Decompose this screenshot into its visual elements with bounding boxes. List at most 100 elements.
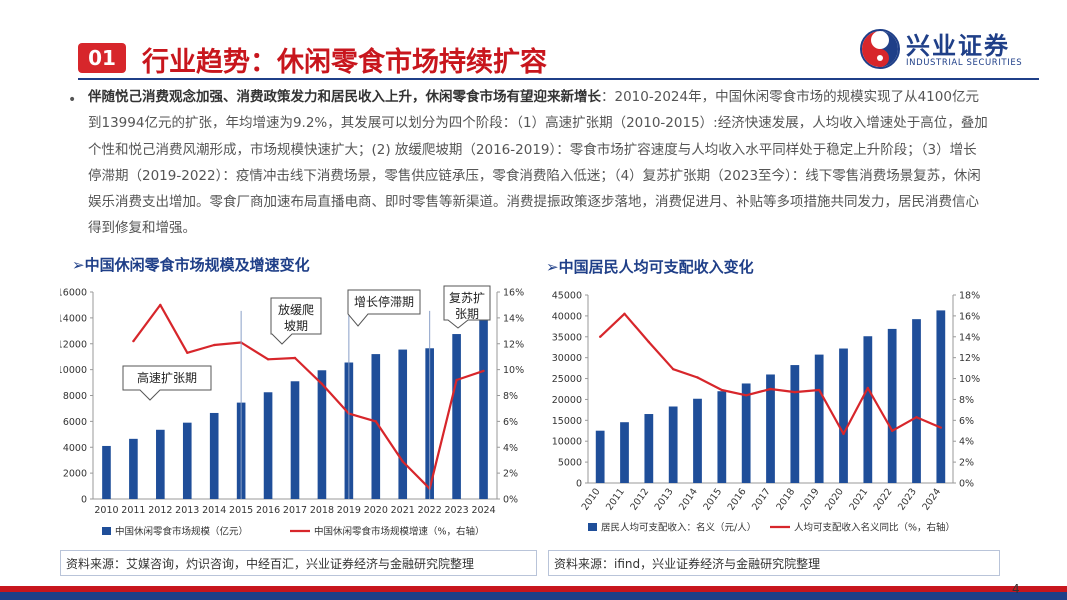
line-point-2022 (890, 429, 894, 432)
line-point-2012 (647, 340, 651, 344)
left-chart-title: ➢中国休闲零食市场规模及增速变化 (72, 256, 310, 274)
x-tick-label: 2021 (847, 486, 870, 512)
y-right-tick-label: 10% (959, 374, 980, 385)
line-point-2018 (793, 390, 797, 394)
page-number: 4 (1012, 582, 1020, 596)
x-tick-label: 2017 (283, 505, 307, 516)
line-point-2019 (817, 388, 821, 392)
x-tick-label: 2024 (471, 505, 495, 516)
y-left-tick-label: 0 (81, 495, 87, 506)
footer-blue-band (0, 592, 1067, 600)
line-point-2021 (401, 460, 404, 463)
bar-2011 (620, 422, 629, 483)
line-point-2015 (720, 388, 724, 392)
bar-2024 (479, 317, 488, 499)
phase-callout-rapid-box (122, 365, 212, 401)
line-point-2018 (320, 382, 324, 386)
bar-2016 (741, 383, 751, 483)
bar-2011 (129, 438, 138, 499)
bar-2019 (814, 354, 824, 483)
line-point-2013 (671, 367, 675, 371)
x-tick-label: 2012 (628, 486, 651, 512)
x-tick-label: 2020 (364, 505, 388, 516)
logo-swirl-icon (860, 29, 900, 69)
bar-2017 (766, 374, 775, 483)
logo-text-cn: 兴业证券 (906, 32, 1010, 60)
x-tick-label: 2011 (604, 486, 627, 512)
y-left-tick-label: 16000 (60, 288, 87, 299)
x-tick-label: 2010 (580, 486, 603, 512)
y-left-tick-label: 35000 (552, 332, 582, 343)
phase-callout-rapid-label: 高速扩张期 (137, 370, 197, 385)
line-point-2023 (915, 416, 918, 419)
line-point-2021 (866, 386, 870, 390)
x-tick-label: 2021 (391, 505, 415, 516)
page-title: 行业趋势：休闲零食市场持续扩容 (142, 47, 547, 78)
x-tick-label: 2023 (896, 486, 919, 512)
phase-callout-slowdown-label: 坡期 (284, 319, 308, 333)
legend-bar-label: 居民人均可支配收入：名义（元/人） (601, 522, 756, 534)
bullet-dot-icon: • (68, 92, 77, 108)
line-point-2016 (266, 358, 270, 361)
y-left-tick-label: 2000 (63, 469, 87, 480)
y-right-tick-label: 12% (959, 353, 980, 364)
bar-2017 (290, 381, 300, 499)
y-right-tick-label: 6% (503, 417, 518, 428)
legend-bar-swatch (588, 523, 597, 531)
x-tick-label: 2014 (677, 486, 700, 512)
legend-line-label: 人均可支配收入名义同比（%，右轴） (794, 522, 955, 534)
x-tick-label: 2020 (823, 486, 846, 512)
x-tick-label: 2010 (94, 505, 118, 516)
y-left-tick-label: 25000 (552, 374, 582, 385)
x-tick-label: 2022 (872, 486, 895, 512)
y-right-tick-label: 2% (503, 469, 518, 480)
line-point-2012 (159, 303, 162, 307)
x-tick-label: 2024 (920, 486, 943, 512)
phase-callout-recovery-box (443, 285, 491, 329)
y-left-tick-label: 4000 (63, 443, 87, 454)
x-tick-label: 2015 (701, 486, 724, 512)
bar-2010 (102, 445, 111, 499)
bar-2020 (839, 348, 848, 483)
line-point-2020 (374, 420, 377, 423)
bar-2016 (263, 392, 273, 499)
phase-callout-slowdown: 放缓爬坡期 (270, 297, 322, 345)
y-left-tick-label: 5000 (558, 458, 582, 469)
phase-callout-stagnation-box (347, 289, 421, 327)
bar-2023 (912, 319, 921, 483)
y-left-tick-label: 14000 (60, 313, 87, 324)
bar-2024 (936, 310, 946, 483)
y-right-tick-label: 14% (959, 332, 980, 343)
line-point-2017 (293, 356, 297, 360)
y-right-tick-label: 2% (959, 458, 974, 469)
phase-callout-recovery-label: 复苏扩 (449, 291, 485, 305)
y-right-tick-label: 0% (503, 495, 518, 506)
line-point-2024 (939, 426, 943, 429)
x-tick-label: 2017 (750, 486, 773, 512)
legend-bar-label: 中国休闲零食市场规模（亿元） (115, 526, 248, 538)
logo-text-en: INDUSTRIAL SECURITIES (906, 58, 1023, 68)
x-tick-label: 2016 (256, 505, 280, 516)
x-tick-label: 2018 (774, 486, 797, 512)
y-right-tick-label: 16% (959, 311, 980, 322)
y-right-tick-label: 14% (503, 313, 524, 324)
line-point-2010 (598, 335, 602, 338)
phase-callout-recovery-label: 张期 (455, 307, 479, 321)
x-tick-label: 2019 (799, 486, 822, 512)
right-source: 资料来源：ifind，兴业证券经济与金融研究院整理 (554, 557, 821, 571)
summary-paragraph: 伴随悦己消费观念加强、消费政策发力和居民收入上升，休闲零食市场有望迎来新增长：2… (88, 84, 988, 242)
y-left-tick-label: 0 (576, 479, 582, 490)
bar-2018 (790, 365, 800, 483)
y-left-tick-label: 10000 (552, 437, 582, 448)
bar-2013 (182, 422, 192, 499)
company-logo: 兴业证券 INDUSTRIAL SECURITIES (860, 26, 1050, 74)
bar-2020 (371, 354, 381, 499)
x-tick-label: 2018 (310, 505, 334, 516)
y-left-tick-label: 8000 (63, 391, 87, 402)
growth-line (132, 303, 484, 490)
y-right-tick-label: 18% (959, 291, 980, 302)
y-left-tick-label: 40000 (552, 311, 582, 322)
y-left-tick-label: 45000 (552, 291, 582, 302)
y-right-tick-label: 4% (959, 437, 974, 448)
snack-market-chart: 0 2000 4000 6000 8000 10000 12000 14000 16000 0% 2… (60, 285, 524, 538)
